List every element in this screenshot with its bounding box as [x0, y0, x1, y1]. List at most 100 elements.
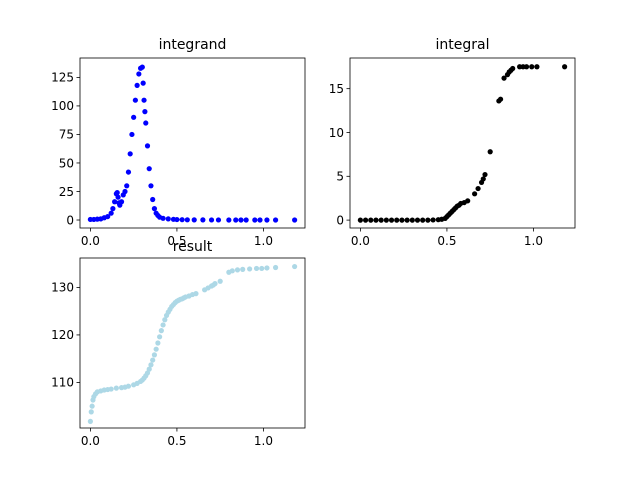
- integrand-y-tick-label: 100: [51, 99, 74, 113]
- result-points: [87, 263, 298, 424]
- result-point: [146, 366, 152, 372]
- integrand-point: [179, 217, 185, 223]
- integrand-point: [125, 169, 132, 175]
- result-point: [157, 334, 163, 340]
- integral-point: [409, 217, 415, 223]
- integrand-points: [87, 64, 298, 223]
- result-point: [234, 267, 241, 273]
- result-y-tick-label: 110: [51, 376, 74, 390]
- result-point: [292, 263, 298, 270]
- integral-x-tick-label: 0.5: [437, 234, 456, 248]
- integral-x-ticks: 0.0 0.5 1.0: [351, 228, 543, 248]
- integral-x-tick-label: 0.0: [351, 234, 370, 248]
- integrand-y-tick-label: 75: [59, 128, 74, 142]
- integral-point: [414, 217, 421, 223]
- result-axes-frame: [79, 257, 306, 429]
- integrand-point: [140, 80, 146, 86]
- integrand-point: [105, 213, 111, 220]
- integrand-point: [208, 217, 215, 223]
- integral-points: [357, 64, 568, 223]
- result-point: [89, 403, 95, 409]
- integrand-point: [115, 194, 121, 200]
- integrand-point: [124, 183, 130, 189]
- result-x-ticks: 0.0 0.5 1.0: [81, 428, 273, 448]
- integrand-point: [174, 216, 180, 223]
- integrand-point: [243, 217, 249, 223]
- result-point: [148, 362, 154, 368]
- integrand-point: [150, 196, 156, 203]
- integral-point: [487, 149, 493, 155]
- integrand-point: [151, 206, 158, 212]
- integral-point: [482, 171, 488, 178]
- integrand-point: [184, 217, 190, 223]
- integrand-point: [252, 217, 258, 223]
- integrand-point: [143, 120, 149, 126]
- integral-y-tick-label: 10: [329, 126, 344, 140]
- integral-point: [357, 217, 363, 223]
- integral-y-ticks: 0 5 10 15: [329, 82, 350, 227]
- integral-title: integral: [436, 37, 490, 53]
- integrand-point: [257, 217, 263, 223]
- result-x-tick-label: 1.0: [254, 434, 273, 448]
- integrand-point: [132, 97, 138, 103]
- integral-point: [562, 64, 568, 70]
- integral-point: [378, 217, 384, 223]
- integrand-point: [112, 199, 118, 205]
- integrand-axes-frame: [79, 57, 306, 229]
- result-point: [253, 265, 260, 272]
- integrand-point: [146, 166, 152, 172]
- integral-point: [529, 64, 535, 70]
- integrand-x-ticks: 0.0 0.5 1.0: [81, 228, 273, 248]
- integral-point: [430, 217, 436, 223]
- result-axes: 0.0 0.5 1.0 110 120 130 result: [51, 239, 306, 448]
- result-point: [272, 264, 279, 271]
- result-point: [247, 266, 253, 272]
- integrand-x-tick-label: 0.0: [81, 234, 100, 248]
- result-point: [212, 281, 218, 287]
- integrand-point: [191, 217, 197, 223]
- integral-point: [480, 176, 486, 182]
- integral-point: [399, 217, 405, 223]
- result-point: [87, 418, 93, 424]
- integral-point: [510, 65, 516, 72]
- integrand-point: [118, 199, 125, 205]
- integrand-point: [144, 143, 151, 149]
- integrand-point: [142, 109, 148, 115]
- integral-y-tick-label: 5: [336, 170, 344, 184]
- result-point: [153, 346, 159, 352]
- integrand-point: [200, 217, 206, 223]
- integrand-y-tick-label: 125: [51, 71, 74, 85]
- result-point: [259, 265, 265, 272]
- integral-point: [534, 64, 540, 70]
- integrand-point: [233, 217, 239, 223]
- result-point: [240, 266, 246, 272]
- integral-point: [373, 217, 379, 223]
- integral-point: [523, 64, 530, 70]
- integral-point: [465, 198, 471, 204]
- integrand-point: [215, 217, 222, 223]
- integrand-x-tick-label: 1.0: [254, 234, 273, 248]
- integral-axes-frame: [349, 57, 576, 229]
- integral-point: [394, 217, 400, 223]
- result-y-ticks: 110 120 130: [51, 281, 80, 390]
- result-point: [108, 386, 114, 392]
- integrand-point: [131, 114, 137, 120]
- integrand-point: [160, 215, 166, 221]
- integrand-point: [292, 217, 298, 223]
- result-point: [151, 352, 158, 358]
- integrand-y-tick-label: 25: [59, 185, 74, 199]
- result-point: [150, 357, 156, 363]
- result-x-tick-label: 0.0: [81, 434, 100, 448]
- integral-axes: 0.0 0.5 1.0 0 5 10 15 integral: [329, 37, 576, 248]
- integrand-y-tick-label: 50: [59, 156, 74, 170]
- result-point: [158, 328, 164, 334]
- integrand-point: [148, 183, 154, 189]
- integrand-point: [122, 188, 128, 195]
- integrand-point: [108, 210, 114, 216]
- integrand-point: [110, 206, 116, 212]
- integral-point: [501, 75, 507, 81]
- integral-point: [497, 96, 504, 102]
- integral-point: [472, 191, 478, 197]
